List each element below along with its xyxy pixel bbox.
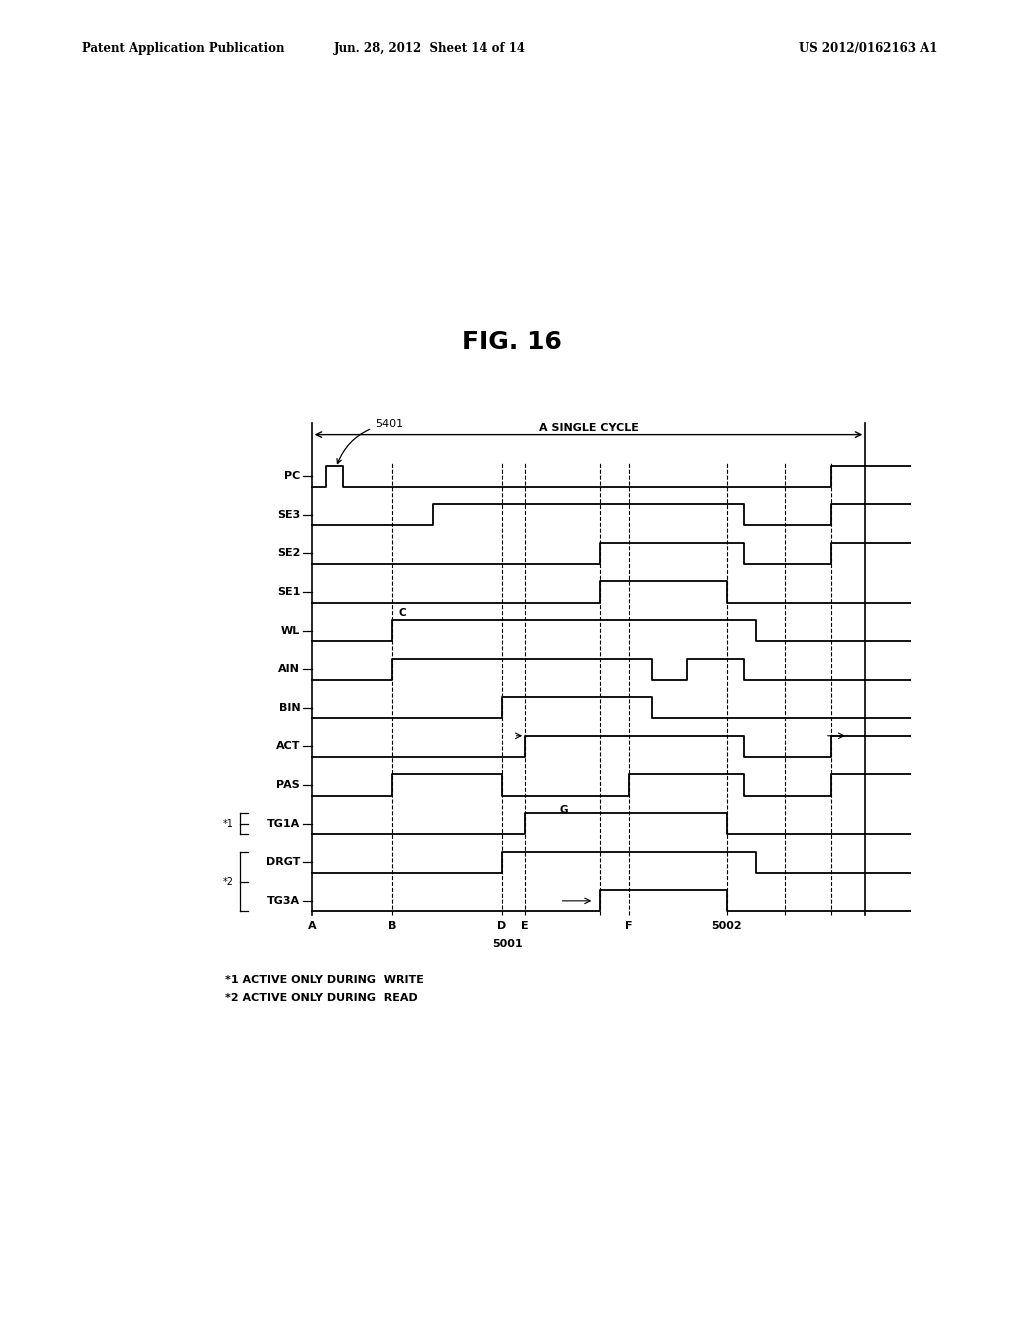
Text: US 2012/0162163 A1: US 2012/0162163 A1 [799, 42, 937, 55]
Text: TG3A: TG3A [267, 896, 300, 906]
Text: E: E [521, 921, 528, 931]
Text: WL: WL [281, 626, 300, 635]
Text: TG1A: TG1A [267, 818, 300, 829]
Text: FIG. 16: FIG. 16 [462, 330, 562, 354]
Text: Jun. 28, 2012  Sheet 14 of 14: Jun. 28, 2012 Sheet 14 of 14 [334, 42, 526, 55]
Text: C: C [398, 609, 406, 618]
Text: PC: PC [284, 471, 300, 480]
Text: SE3: SE3 [276, 510, 300, 520]
Text: PAS: PAS [276, 780, 300, 789]
Text: SE2: SE2 [276, 548, 300, 558]
Text: 5401: 5401 [337, 418, 403, 463]
Text: *1: *1 [223, 818, 233, 829]
Text: Patent Application Publication: Patent Application Publication [82, 42, 285, 55]
Text: ACT: ACT [275, 742, 300, 751]
Text: G: G [560, 805, 568, 814]
Text: D: D [498, 921, 507, 931]
Text: *2 ACTIVE ONLY DURING  READ: *2 ACTIVE ONLY DURING READ [225, 993, 418, 1003]
Text: B: B [388, 921, 396, 931]
Text: AIN: AIN [279, 664, 300, 675]
Text: 5002: 5002 [712, 921, 742, 931]
Text: *2: *2 [223, 876, 233, 887]
Text: SE1: SE1 [276, 587, 300, 597]
Text: A SINGLE CYCLE: A SINGLE CYCLE [539, 422, 638, 433]
Text: 5001: 5001 [493, 939, 523, 949]
Text: F: F [625, 921, 633, 931]
Text: BIN: BIN [279, 702, 300, 713]
Text: DRGT: DRGT [266, 857, 300, 867]
Text: A: A [307, 921, 316, 931]
Text: *1 ACTIVE ONLY DURING  WRITE: *1 ACTIVE ONLY DURING WRITE [225, 975, 424, 986]
